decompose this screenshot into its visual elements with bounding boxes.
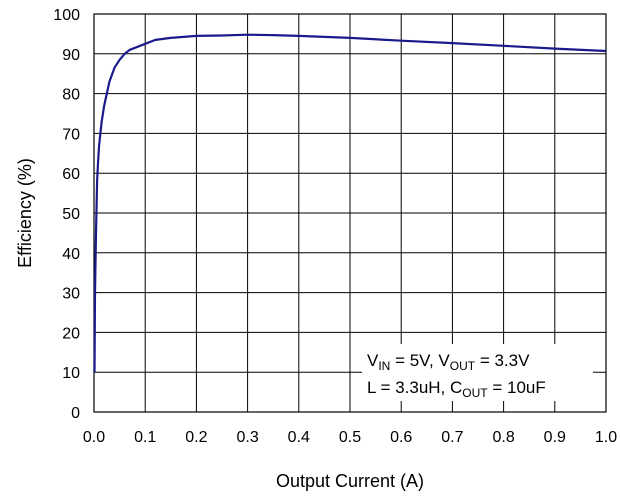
x-tick-label: 0.7	[441, 429, 463, 446]
y-tick-label: 90	[62, 47, 80, 64]
y-tick-labels: 0 10 20 30 40 50 60 70 80 90 100	[53, 7, 80, 422]
x-tick-label: 0.9	[544, 429, 566, 446]
y-axis-label: Efficiency (%)	[15, 158, 35, 268]
y-tick-label: 20	[62, 325, 80, 342]
x-tick-label: 0.6	[390, 429, 412, 446]
x-tick-label: 1.0	[595, 429, 617, 446]
y-tick-label: 50	[62, 206, 80, 223]
x-tick-label: 0.1	[134, 429, 156, 446]
x-tick-labels: 0.0 0.1 0.2 0.3 0.4 0.5 0.6 0.7 0.8 0.9 1.0	[83, 429, 617, 446]
efficiency-curve	[93, 33, 607, 373]
plot-frame	[93, 13, 607, 413]
x-tick-label: 0.5	[339, 429, 361, 446]
x-tick-label: 0.2	[185, 429, 207, 446]
y-tick-label: 70	[62, 126, 80, 143]
x-tick-label: 0.0	[83, 429, 105, 446]
x-tick-label: 0.4	[288, 429, 310, 446]
annotation-line-2: L = 3.3uH, COUT = 10uF	[367, 378, 546, 400]
y-tick-label: 100	[53, 7, 80, 24]
y-tick-label: 40	[62, 246, 80, 263]
x-tick-label: 0.8	[492, 429, 514, 446]
y-tick-label: 0	[71, 405, 80, 422]
y-tick-label: 30	[62, 286, 80, 303]
grid-lines	[94, 14, 606, 412]
y-tick-label: 60	[62, 166, 80, 183]
y-tick-label: 10	[62, 365, 80, 382]
annotation-line-1: VIN = 5V, VOUT = 3.3V	[367, 351, 530, 373]
condition-annotation: VIN = 5V, VOUT = 3.3V L = 3.3uH, COUT = …	[362, 344, 593, 401]
x-tick-label: 0.3	[236, 429, 258, 446]
y-tick-label: 80	[62, 87, 80, 104]
annotation-box	[362, 344, 593, 401]
x-axis-label: Output Current (A)	[276, 471, 424, 491]
